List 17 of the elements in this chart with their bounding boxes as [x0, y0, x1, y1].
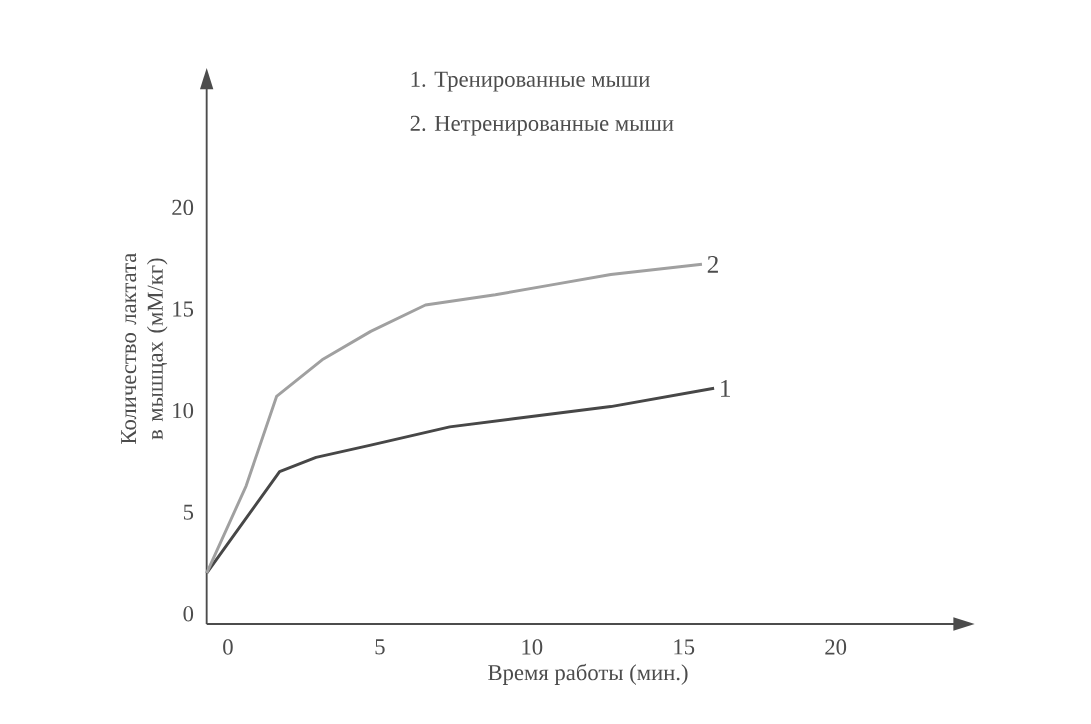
y-tick-label: 0 — [183, 606, 194, 622]
y-tick-label: 5 — [183, 504, 194, 520]
annotation: 1. Тренированные мыши — [411, 71, 650, 92]
x-axis-title: Время работы (мин.) — [488, 663, 688, 685]
x-tick-label: 10 — [522, 639, 543, 655]
y-tick-label: 20 — [172, 199, 194, 216]
x-tick-label: 15 — [674, 639, 695, 655]
x-tick-label: 0 — [223, 639, 233, 655]
series-label: 1 — [721, 379, 730, 397]
y-tick-label: 15 — [173, 301, 194, 317]
y-axis-title: Количество лактата в мышцах (мМ/кг) — [121, 253, 168, 444]
annotation: 2. Нетренированные мыши — [410, 115, 674, 136]
series-label: 2 — [707, 255, 718, 273]
x-tick-label: 5 — [375, 639, 385, 655]
x-tick-label: 20 — [825, 639, 847, 655]
line-series — [205, 262, 704, 575]
y-tick-label: 10 — [173, 402, 194, 419]
